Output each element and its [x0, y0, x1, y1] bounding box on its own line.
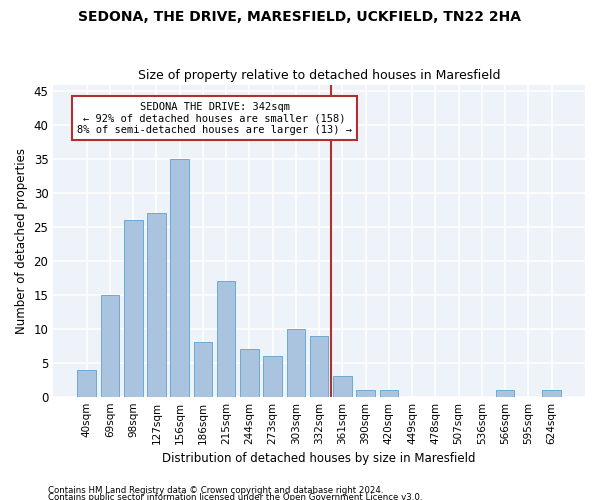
Y-axis label: Number of detached properties: Number of detached properties [15, 148, 28, 334]
Text: SEDONA THE DRIVE: 342sqm
← 92% of detached houses are smaller (158)
8% of semi-d: SEDONA THE DRIVE: 342sqm ← 92% of detach… [77, 102, 352, 134]
Bar [101, 295, 119, 396]
X-axis label: Distribution of detached houses by size in Maresfield: Distribution of detached houses by size … [163, 452, 476, 465]
Bar [333, 376, 352, 396]
Bar [194, 342, 212, 396]
Text: SEDONA, THE DRIVE, MARESFIELD, UCKFIELD, TN22 2HA: SEDONA, THE DRIVE, MARESFIELD, UCKFIELD,… [79, 10, 521, 24]
Bar [542, 390, 561, 396]
Bar [496, 390, 514, 396]
Text: Contains HM Land Registry data © Crown copyright and database right 2024.: Contains HM Land Registry data © Crown c… [48, 486, 383, 495]
Bar [124, 220, 143, 396]
Bar [217, 282, 235, 397]
Bar [77, 370, 96, 396]
Bar [240, 349, 259, 397]
Bar [263, 356, 282, 397]
Bar [356, 390, 375, 396]
Bar [380, 390, 398, 396]
Title: Size of property relative to detached houses in Maresfield: Size of property relative to detached ho… [138, 69, 500, 82]
Text: Contains public sector information licensed under the Open Government Licence v3: Contains public sector information licen… [48, 494, 422, 500]
Bar [287, 329, 305, 396]
Bar [310, 336, 328, 396]
Bar [170, 159, 189, 396]
Bar [147, 214, 166, 396]
